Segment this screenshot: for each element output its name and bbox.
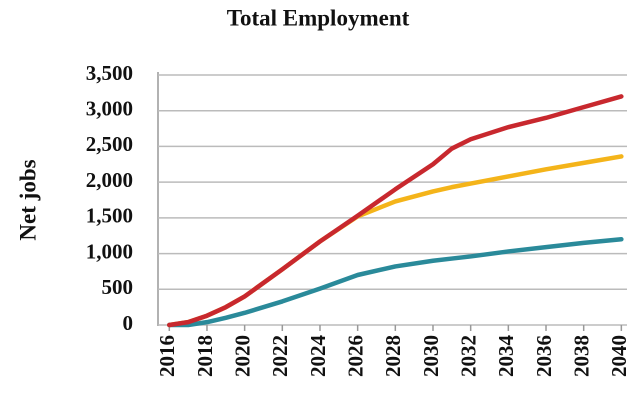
y-tick-label: 3,000	[86, 97, 133, 121]
y-tick-label: 2,000	[86, 168, 133, 192]
x-tick-label: 2032	[456, 335, 480, 377]
x-tick-label: 2036	[532, 335, 556, 377]
x-tick-label: 2016	[155, 335, 179, 377]
y-axis-label: Net jobs	[15, 159, 40, 240]
chart-title: Total Employment	[227, 5, 410, 30]
y-tick-label: 0	[123, 311, 134, 335]
x-tick-label: 2020	[230, 335, 254, 377]
y-tick-label: 500	[102, 275, 134, 299]
x-tick-label: 2024	[306, 335, 330, 378]
data-line	[167, 94, 624, 328]
x-tick-label: 2026	[343, 335, 367, 377]
y-tick-label: 1,500	[86, 204, 133, 228]
x-tick-label: 2034	[494, 335, 518, 378]
x-tick-label: 2018	[193, 335, 217, 377]
y-tick-label: 1,000	[86, 239, 133, 263]
y-tick-label: 2,500	[86, 132, 133, 156]
x-tick-label: 2030	[419, 335, 443, 377]
data-line	[167, 237, 624, 328]
x-tick-label: 2028	[381, 335, 405, 377]
x-tick-label: 2022	[268, 335, 292, 377]
x-tick-label: 2040	[607, 335, 631, 377]
y-tick-label: 3,500	[86, 61, 133, 85]
x-tick-label: 2038	[569, 335, 593, 377]
